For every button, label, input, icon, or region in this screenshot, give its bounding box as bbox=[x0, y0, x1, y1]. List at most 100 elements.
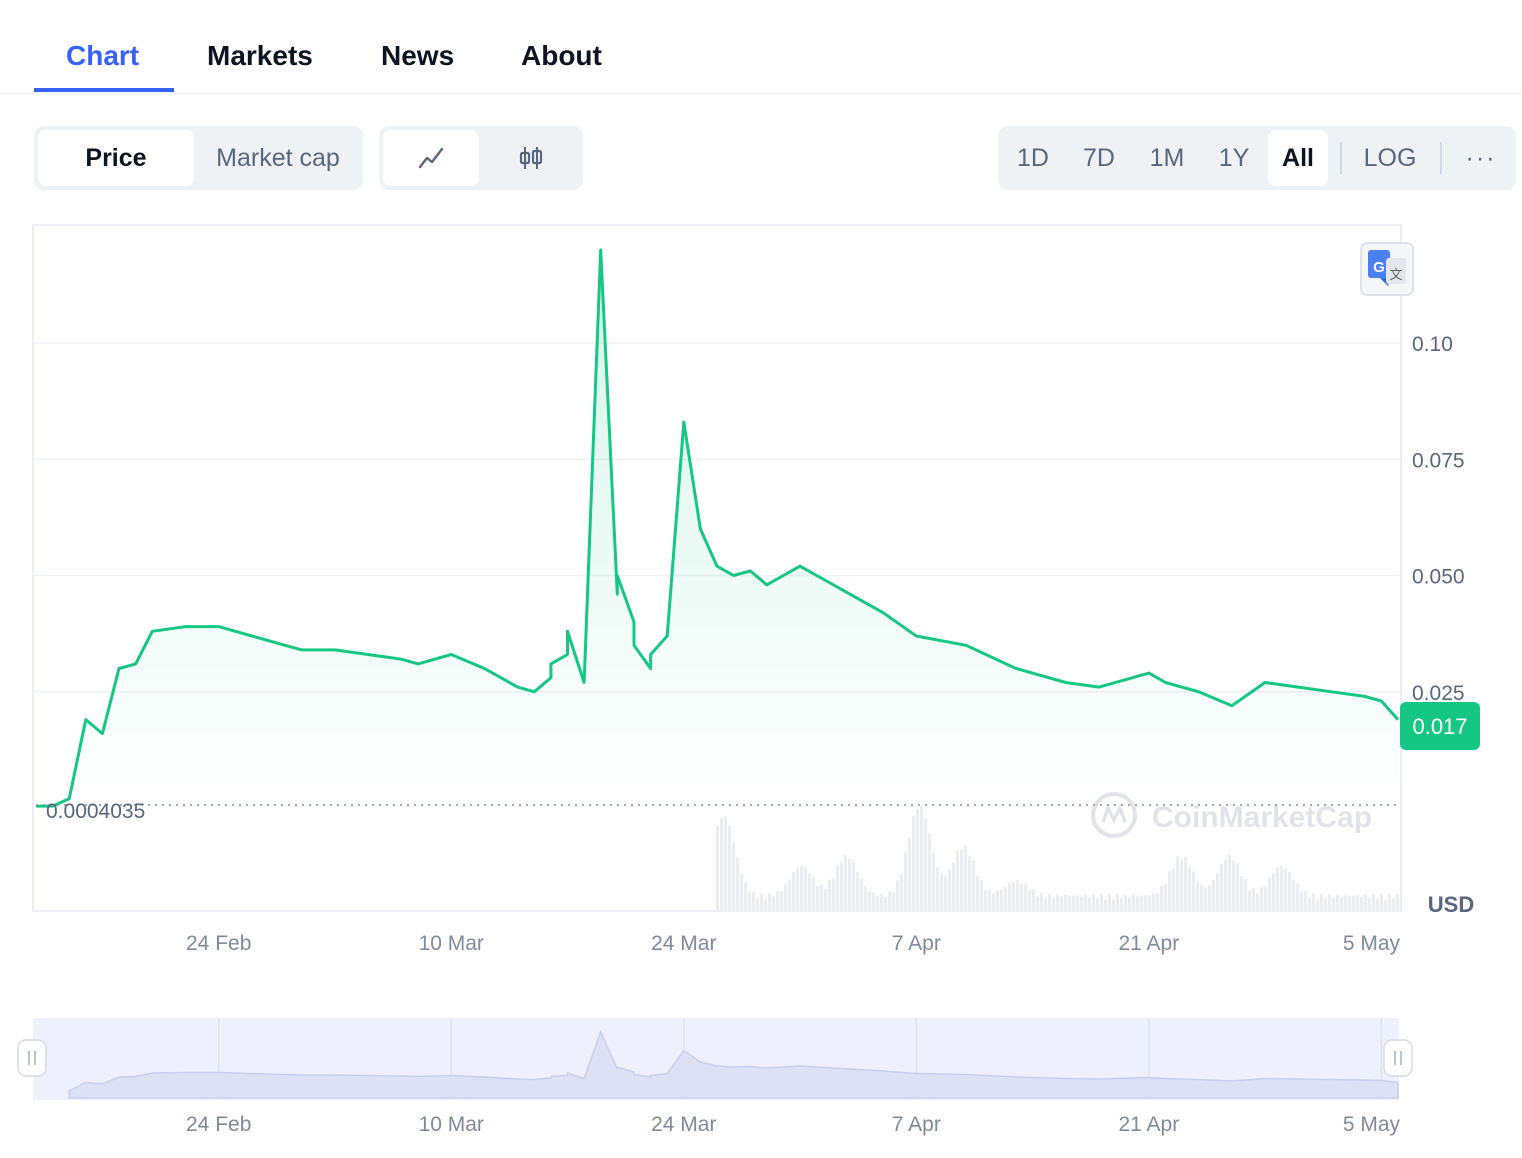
volume-bar bbox=[1152, 893, 1155, 910]
volume-bar bbox=[944, 876, 947, 910]
volume-bar bbox=[1180, 859, 1183, 910]
volume-bar bbox=[720, 817, 723, 910]
volume-bar bbox=[1052, 898, 1055, 910]
volume-bar bbox=[732, 842, 735, 910]
volume-bar bbox=[1128, 897, 1131, 910]
volume-bar bbox=[1004, 886, 1007, 910]
volume-bar bbox=[988, 890, 991, 910]
volume-bar bbox=[800, 866, 803, 910]
volume-bar bbox=[1240, 876, 1243, 910]
volume-bar bbox=[1280, 865, 1283, 910]
more-options-button[interactable]: ··· bbox=[1465, 143, 1497, 172]
volume-bar bbox=[804, 866, 807, 910]
volume-bar bbox=[784, 883, 787, 910]
volume-bar bbox=[996, 890, 999, 910]
volume-bar bbox=[1328, 894, 1331, 910]
range-7d-button[interactable]: 7D bbox=[1083, 143, 1115, 172]
volume-bar bbox=[736, 857, 739, 910]
volume-bar bbox=[948, 868, 951, 910]
volume-bar bbox=[864, 886, 867, 910]
volume-bar bbox=[908, 837, 911, 910]
volume-bar bbox=[1392, 898, 1395, 910]
volume-bar bbox=[772, 897, 775, 910]
range-1d-button[interactable]: 1D bbox=[1017, 143, 1049, 172]
volume-bar bbox=[880, 893, 883, 910]
volume-bar bbox=[1016, 879, 1019, 910]
volume-bar bbox=[1112, 899, 1115, 910]
volume-bar bbox=[1384, 899, 1387, 910]
tab-chart[interactable]: Chart bbox=[66, 40, 140, 71]
volume-bar bbox=[1000, 889, 1003, 910]
volume-bar bbox=[740, 874, 743, 910]
volume-bar bbox=[812, 876, 815, 910]
volume-bar bbox=[936, 866, 939, 910]
volume-bar bbox=[932, 852, 935, 910]
volume-bar bbox=[1164, 883, 1167, 910]
line-chart-icon bbox=[418, 147, 444, 169]
volume-bar bbox=[1132, 894, 1135, 910]
volume-bar bbox=[892, 892, 895, 910]
volume-bar bbox=[1348, 895, 1351, 910]
x-tick-label: 24 Feb bbox=[186, 932, 251, 955]
volume-bar bbox=[1284, 867, 1287, 910]
volume-bar bbox=[928, 833, 931, 910]
volume-bar bbox=[956, 850, 959, 910]
translate-button[interactable]: G 文 bbox=[1360, 242, 1414, 296]
volume-bar bbox=[852, 861, 855, 910]
volume-bar bbox=[992, 893, 995, 910]
range-1m-button[interactable]: 1M bbox=[1149, 143, 1185, 172]
volume-bar bbox=[924, 818, 927, 910]
price-button[interactable]: Price bbox=[38, 130, 194, 186]
volume-bar bbox=[1396, 894, 1399, 910]
volume-bar bbox=[760, 893, 763, 910]
volume-bar bbox=[1120, 898, 1123, 910]
volume-bar bbox=[1076, 895, 1079, 910]
navigator-left-handle[interactable] bbox=[17, 1039, 47, 1077]
volume-bar bbox=[1248, 890, 1251, 910]
volume-bar bbox=[860, 878, 863, 910]
candlestick-button[interactable] bbox=[483, 130, 579, 186]
tab-markets[interactable]: Markets bbox=[207, 40, 313, 71]
volume-bar bbox=[1356, 895, 1359, 910]
volume-bar bbox=[952, 862, 955, 910]
market-cap-button[interactable]: Market cap bbox=[216, 143, 340, 172]
tab-bar: Chart Markets News About bbox=[0, 0, 1522, 94]
volume-bar bbox=[1364, 894, 1367, 910]
x-tick-label: 5 May bbox=[1343, 932, 1401, 955]
volume-bar bbox=[1088, 897, 1091, 910]
price-area bbox=[69, 250, 1399, 808]
volume-bar bbox=[1060, 897, 1063, 910]
volume-bar bbox=[768, 893, 771, 910]
volume-bar bbox=[1332, 897, 1335, 910]
volume-bar bbox=[1084, 894, 1087, 910]
log-scale-button[interactable]: LOG bbox=[1363, 143, 1417, 172]
volume-bar bbox=[1276, 867, 1279, 910]
navigator-right-handle[interactable] bbox=[1383, 1039, 1413, 1077]
volume-bar bbox=[816, 885, 819, 910]
range-all-button[interactable]: All bbox=[1268, 130, 1328, 186]
volume-bar bbox=[792, 872, 795, 910]
x-tick-label: 21 Apr bbox=[1118, 932, 1179, 955]
tab-about[interactable]: About bbox=[521, 40, 602, 71]
volume-bar bbox=[1008, 882, 1011, 910]
tab-news[interactable]: News bbox=[381, 40, 455, 71]
volume-bar bbox=[972, 860, 975, 910]
svg-text:G: G bbox=[1373, 259, 1385, 276]
volume-bar bbox=[1368, 897, 1371, 910]
y-tick-label: 0.10 bbox=[1412, 333, 1453, 356]
volume-bar bbox=[1168, 871, 1171, 910]
volume-bar bbox=[1260, 887, 1263, 910]
volume-bar bbox=[1096, 898, 1099, 910]
volume-bar bbox=[1340, 896, 1343, 910]
volume-bar bbox=[1136, 896, 1139, 910]
volume-bar bbox=[1012, 882, 1015, 910]
volume-bar bbox=[748, 892, 751, 910]
volume-bar bbox=[1108, 894, 1111, 910]
volume-bar bbox=[1224, 859, 1227, 910]
volume-bar bbox=[1324, 898, 1327, 910]
volume-bar bbox=[1148, 895, 1151, 910]
range-1y-button[interactable]: 1Y bbox=[1218, 143, 1250, 172]
volume-bar bbox=[1068, 896, 1071, 910]
line-chart-button[interactable] bbox=[383, 130, 479, 186]
volume-bar bbox=[764, 899, 767, 910]
